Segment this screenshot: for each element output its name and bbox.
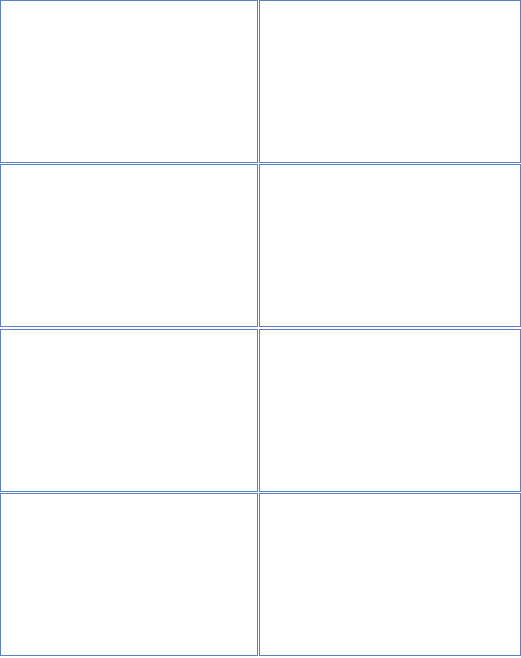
bar-chart-frame <box>259 0 521 163</box>
bar-chart-frame <box>259 493 521 656</box>
line-chart-frame <box>0 493 258 656</box>
line-chart-frame <box>0 329 258 492</box>
line-chart-frame <box>0 0 258 163</box>
bar-chart-frame <box>259 329 521 492</box>
line-chart-frame <box>0 164 258 327</box>
bar-chart-frame <box>259 164 521 327</box>
